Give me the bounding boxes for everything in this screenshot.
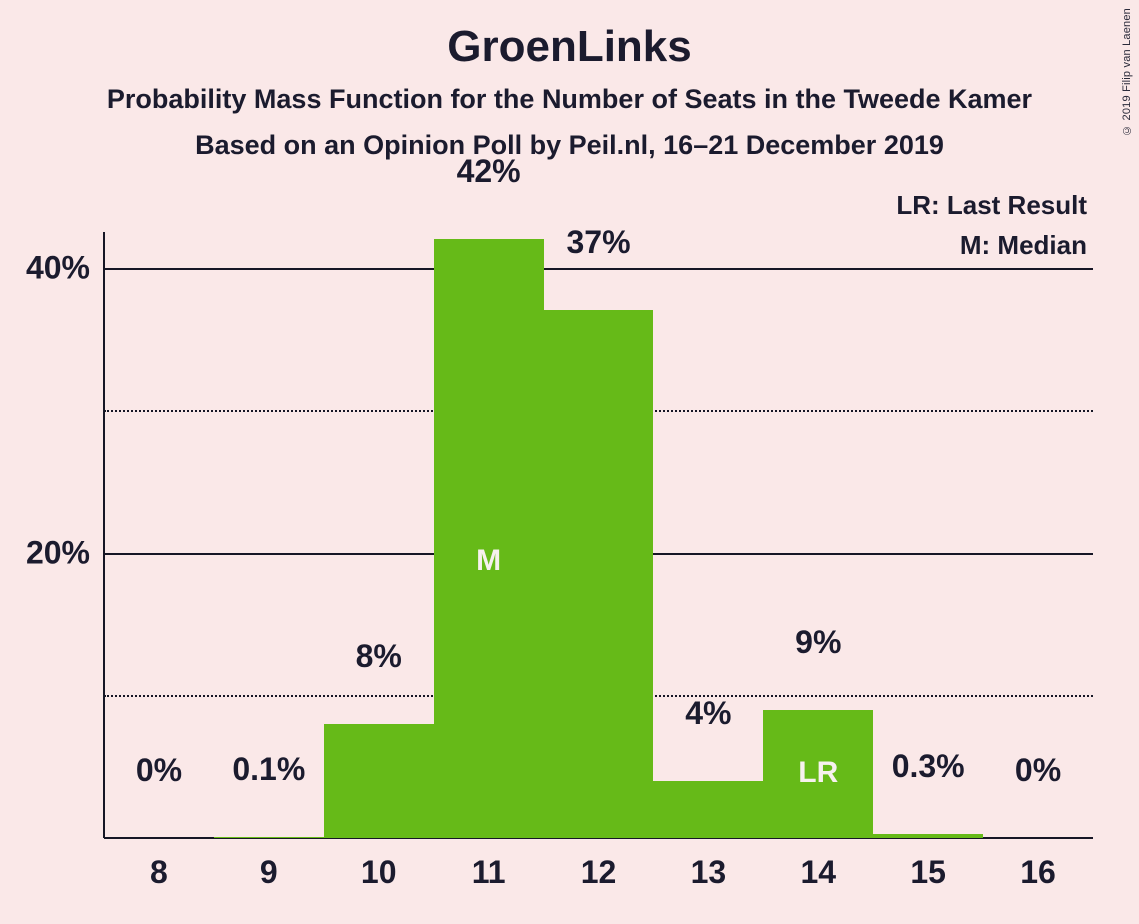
x-tick-label: 8: [150, 838, 168, 891]
bar-value-label: 42%: [457, 153, 521, 196]
chart-title: GroenLinks: [0, 22, 1139, 72]
bar-value-label: 4%: [685, 695, 731, 738]
bar-inner-label: M: [476, 544, 501, 578]
x-tick-label: 14: [800, 838, 836, 891]
plot-area: 20%40%0%80.1%98%10M42%1137%124%13LR9%140…: [104, 232, 1093, 838]
y-tick-label: 20%: [26, 534, 104, 571]
x-tick-label: 16: [1020, 838, 1056, 891]
gridline-major: [104, 268, 1093, 270]
bar-value-label: 0%: [1015, 752, 1061, 795]
bar: LR: [763, 710, 873, 838]
bar-value-label: 37%: [566, 224, 630, 267]
bar-value-label: 8%: [356, 638, 402, 681]
x-tick-label: 13: [691, 838, 727, 891]
x-tick-label: 11: [472, 838, 506, 891]
chart-subtitle-1: Probability Mass Function for the Number…: [0, 84, 1139, 115]
x-tick-label: 15: [910, 838, 946, 891]
bar: [653, 781, 763, 838]
x-tick-label: 9: [260, 838, 278, 891]
x-tick-label: 12: [581, 838, 617, 891]
bar: [544, 310, 654, 838]
bar-inner-label: LR: [798, 756, 838, 790]
bar-value-label: 0.1%: [232, 751, 305, 794]
bar: [324, 724, 434, 838]
chart-container: © 2019 Filip van Laenen GroenLinks Proba…: [0, 0, 1139, 924]
legend-item: LR: Last Result: [896, 190, 1087, 221]
y-axis: [103, 232, 105, 838]
y-tick-label: 40%: [26, 249, 104, 286]
bar: M: [434, 239, 544, 838]
x-tick-label: 10: [361, 838, 397, 891]
chart-subtitle-2: Based on an Opinion Poll by Peil.nl, 16–…: [0, 130, 1139, 161]
bar-value-label: 0%: [136, 752, 182, 795]
bar-value-label: 9%: [795, 624, 841, 667]
bar-value-label: 0.3%: [892, 748, 965, 791]
legend-item: M: Median: [960, 230, 1087, 261]
